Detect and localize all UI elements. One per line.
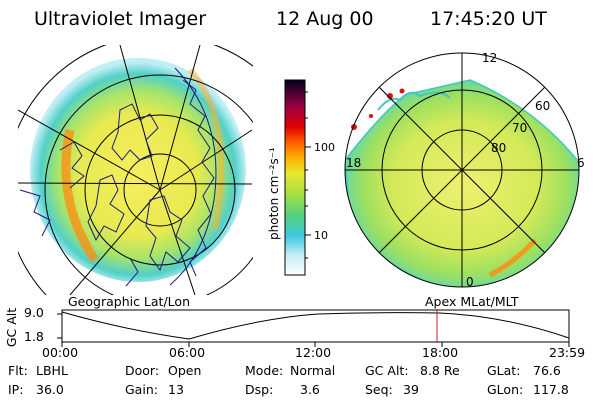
gcalt-label: GC Alt: xyxy=(365,363,409,378)
gcalt-value: 8.8 Re xyxy=(420,363,460,378)
mlt-label-6: 6 xyxy=(577,156,585,170)
mlt-label-18: 18 xyxy=(346,156,361,170)
auroral-emission xyxy=(30,58,246,282)
altitude-curve xyxy=(61,311,570,340)
mode-label: Mode: xyxy=(245,363,284,378)
time-tick-0000: 00:00 xyxy=(42,345,79,360)
flt-label: Flt: xyxy=(8,363,28,378)
mlat-label-80: 80 xyxy=(491,141,506,155)
mlat-label-60: 60 xyxy=(535,99,550,113)
flt-value: LBHL xyxy=(36,363,68,378)
coastlines xyxy=(19,67,217,287)
colorbar-tick-10: 10 xyxy=(314,229,328,242)
left-panel-label: Geographic Lat/Lon xyxy=(68,294,190,309)
ip-label: IP: xyxy=(8,382,24,397)
door-value: Open xyxy=(168,363,202,378)
colorbar-tick-100: 100 xyxy=(314,141,335,154)
colorbar-unit-label: photon cm⁻²s⁻¹ xyxy=(267,147,281,240)
geographic-image xyxy=(18,45,253,295)
altitude-ytick-1-8: 1.8 xyxy=(24,329,44,344)
time-tick-1800: 18:00 xyxy=(422,345,459,360)
time-tick-0600: 06:00 xyxy=(169,345,206,360)
dsp-label: Dsp: xyxy=(245,382,274,397)
altitude-x-ticks xyxy=(57,313,570,347)
time-tick-2359: 23:59 xyxy=(549,345,586,360)
app-title: Ultraviolet Imager xyxy=(34,8,207,30)
auroral-oval-hot xyxy=(488,238,537,278)
auroral-oval-warm xyxy=(187,67,225,231)
glat-value: 76.6 xyxy=(533,363,561,378)
mlat-mlt-grid xyxy=(344,52,580,288)
image-date: 12 Aug 00 xyxy=(276,8,374,30)
magnetic-image xyxy=(345,79,579,287)
time-tick-1200: 12:00 xyxy=(295,345,332,360)
image-time: 17:45:20 UT xyxy=(430,8,547,30)
mode-value: Normal xyxy=(290,363,336,378)
altitude-ylabel: GC Alt xyxy=(4,307,20,348)
glon-label: GLon: xyxy=(487,382,524,397)
seq-label: Seq: xyxy=(365,382,393,397)
hot-spots xyxy=(351,88,405,130)
colorbar xyxy=(284,79,306,276)
lat-lon-grid xyxy=(18,45,253,295)
altitude-plot-frame xyxy=(61,309,570,343)
mlt-label-0: 0 xyxy=(466,275,474,289)
mlat-label-70: 70 xyxy=(512,121,527,135)
glon-value: 117.8 xyxy=(533,382,569,397)
seq-value: 39 xyxy=(403,382,419,397)
altitude-plot xyxy=(57,309,570,347)
ip-value: 36.0 xyxy=(36,382,64,397)
gain-value: 13 xyxy=(168,382,184,397)
mlt-label-12: 12 xyxy=(482,51,497,65)
colorbar-tickmarks xyxy=(305,91,311,259)
altitude-ytick-9: 9.0 xyxy=(24,305,44,320)
gain-label: Gain: xyxy=(125,382,158,397)
door-label: Door: xyxy=(125,363,160,378)
right-panel-label: Apex MLat/MLT xyxy=(425,294,519,309)
glat-label: GLat: xyxy=(487,363,521,378)
dsp-value: 3.6 xyxy=(300,382,320,397)
